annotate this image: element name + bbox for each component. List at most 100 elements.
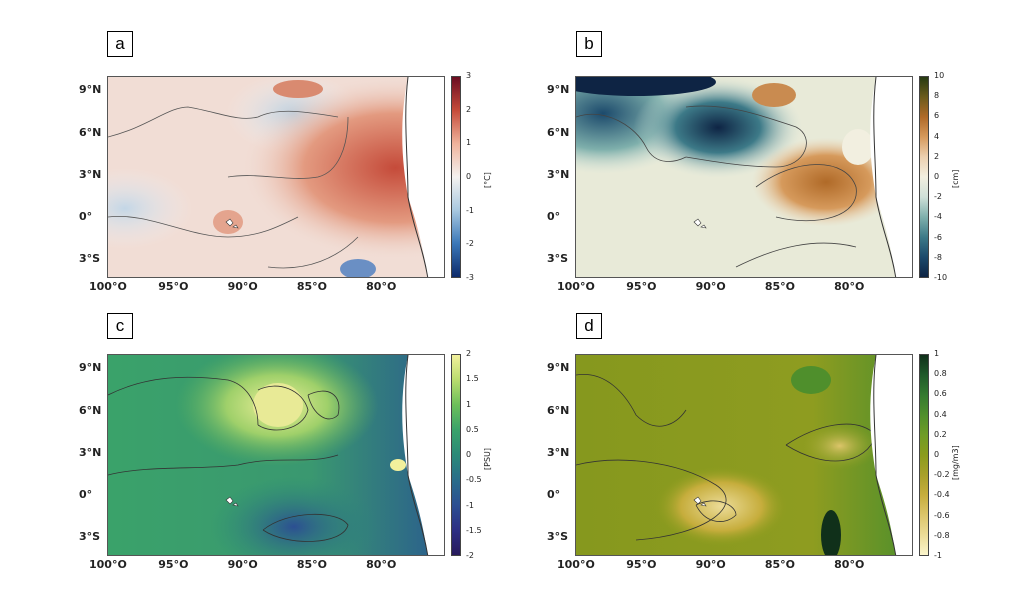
colorbar-tick: -0.2: [934, 470, 950, 480]
latitude-tick: 3°S: [79, 529, 101, 543]
latitude-tick: 6°N: [79, 403, 102, 417]
panel-label-b: b: [576, 31, 602, 57]
colorbar-tick: 0.6: [934, 389, 947, 399]
longitude-tick: 85°O: [296, 558, 328, 571]
colorbar-tick: 1: [934, 349, 940, 358]
longitude-tick: 80°O: [366, 558, 397, 571]
panel-label-d: d: [576, 313, 602, 339]
colorbar-tick: -2: [466, 239, 474, 249]
panel-id: d: [584, 316, 594, 335]
salinity-anomaly-map: [107, 354, 445, 556]
longitude-tick: 95°O: [626, 558, 657, 571]
colorbar-tick: -3: [466, 273, 474, 282]
longitude-tick: 100°O: [557, 558, 595, 571]
latitude-tick: 6°N: [547, 125, 570, 139]
colorbar-tick: 2: [466, 349, 472, 358]
longitude-tick: 80°O: [834, 280, 865, 293]
colorbar-tick: -0.6: [934, 510, 950, 520]
colorbar-unit-a: [°C]: [483, 172, 492, 188]
colorbar-tick: 4: [934, 131, 940, 141]
longitude-tick: 95°O: [158, 558, 189, 571]
panel-id: c: [115, 316, 125, 335]
colorbar-tick: -1: [934, 551, 942, 560]
colorbar-tick: 0.5: [466, 424, 479, 434]
colorbar-tick: -4: [934, 212, 942, 222]
longitude-tick: 85°O: [296, 280, 328, 293]
colorbar-tick: 1: [466, 138, 472, 148]
colorbar-tick: 1: [466, 399, 472, 409]
latitude-tick: 0°: [547, 488, 561, 502]
colorbar-tick: 1.5: [466, 374, 479, 384]
colorbar-unit-b: [cm]: [951, 169, 960, 188]
colorbar-tick: -2: [466, 551, 474, 560]
latitude-tick: 3°S: [547, 251, 569, 265]
colorbar-unit-d: [mg/m3]: [951, 445, 960, 480]
longitude-tick: 90°O: [227, 558, 258, 571]
colorbar-tick: 0.8: [934, 369, 947, 379]
latitude-tick: 9°N: [547, 361, 570, 375]
colorbar-tick: 0.2: [934, 429, 947, 439]
colorbar-b: [919, 76, 929, 278]
latitude-tick: 0°: [547, 210, 561, 224]
colorbar-tick: 8: [934, 91, 940, 101]
panel-label-a: a: [107, 31, 133, 57]
colorbar-tick: -1: [466, 205, 474, 215]
colorbar-tick: 2: [466, 104, 472, 114]
colorbar-unit-c: [PSU]: [483, 448, 492, 470]
latitude-tick: 0°: [79, 210, 93, 224]
colorbar-tick: 0: [934, 172, 940, 181]
latitude-tick: 3°N: [547, 167, 570, 181]
latitude-tick: 3°S: [547, 529, 569, 543]
longitude-tick: 90°O: [695, 280, 726, 293]
colorbar-tick: 3: [466, 71, 472, 80]
latitude-tick: 0°: [79, 488, 93, 502]
colorbar-tick: -0.4: [934, 490, 950, 500]
longitude-tick: 95°O: [626, 280, 657, 293]
longitude-tick: 90°O: [227, 280, 258, 293]
colorbar-tick: -1: [466, 500, 474, 510]
longitude-tick: 80°O: [366, 280, 397, 293]
longitude-tick: 100°O: [89, 558, 127, 571]
colorbar-tick: 0: [466, 450, 472, 459]
colorbar-tick: -8: [934, 252, 942, 262]
map-a-graphic: [108, 77, 444, 277]
colorbar-tick: -1.5: [466, 525, 482, 535]
longitude-tick: 95°O: [158, 280, 189, 293]
panel-id: a: [115, 34, 125, 53]
colorbar-a: [451, 76, 461, 278]
colorbar-tick: -10: [934, 273, 948, 282]
map-c-graphic: [108, 355, 444, 555]
sst-anomaly-map: [107, 76, 445, 278]
colorbar-tick: 0: [466, 172, 472, 181]
colorbar-d: [919, 354, 929, 556]
colorbar-tick: 2: [934, 151, 940, 161]
latitude-tick: 3°S: [79, 251, 101, 265]
colorbar-tick: -6: [934, 232, 942, 242]
colorbar-tick: -0.5: [466, 475, 482, 485]
latitude-tick: 3°N: [79, 167, 102, 181]
chlorophyll-anomaly-map: [575, 354, 913, 556]
colorbar-c: [451, 354, 461, 556]
colorbar-tick: -2: [934, 192, 942, 202]
longitude-tick: 80°O: [834, 558, 865, 571]
latitude-tick: 9°N: [79, 83, 102, 97]
panel-label-c: c: [107, 313, 133, 339]
sea-level-anomaly-map: [575, 76, 913, 278]
latitude-tick: 9°N: [79, 361, 102, 375]
colorbar-tick: 0: [934, 450, 940, 459]
latitude-tick: 6°N: [547, 403, 570, 417]
longitude-tick: 85°O: [764, 280, 796, 293]
longitude-tick: 100°O: [89, 280, 127, 293]
map-b-graphic: [576, 77, 912, 277]
panel-id: b: [584, 34, 594, 53]
longitude-tick: 85°O: [764, 558, 796, 571]
latitude-tick: 3°N: [79, 445, 102, 459]
longitude-tick: 100°O: [557, 280, 595, 293]
map-d-graphic: [576, 355, 912, 555]
colorbar-tick: 6: [934, 111, 940, 121]
latitude-tick: 3°N: [547, 445, 570, 459]
colorbar-tick: 0.4: [934, 409, 947, 419]
longitude-tick: 90°O: [695, 558, 726, 571]
latitude-tick: 6°N: [79, 125, 102, 139]
latitude-tick: 9°N: [547, 83, 570, 97]
